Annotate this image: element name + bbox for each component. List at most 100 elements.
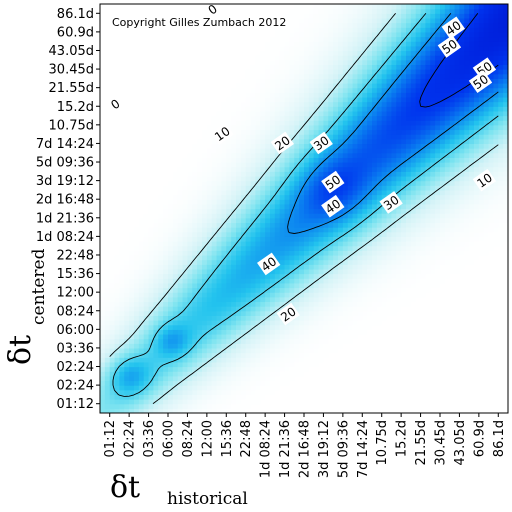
heatmap-cell — [274, 282, 281, 289]
heatmap-cell — [211, 50, 218, 56]
heatmap-cell — [279, 55, 286, 61]
heatmap-cell — [304, 175, 310, 182]
heatmap-cell — [129, 389, 135, 396]
heatmap-cell — [143, 357, 150, 363]
heatmap-cell — [221, 41, 227, 47]
heatmap-cell — [304, 203, 310, 210]
heatmap-cell — [211, 241, 218, 247]
heatmap-cell — [279, 217, 286, 224]
heatmap-cell — [216, 152, 223, 158]
heatmap-cell — [187, 254, 193, 261]
heatmap-cell — [236, 41, 242, 47]
heatmap-cell — [265, 45, 271, 52]
heatmap-cell — [240, 357, 247, 363]
heatmap-cell — [333, 264, 339, 270]
heatmap-cell — [168, 315, 174, 321]
heatmap-cell — [129, 171, 135, 177]
heatmap-cell — [187, 338, 193, 344]
heatmap-cell — [192, 227, 198, 233]
heatmap-cell — [274, 287, 281, 293]
heatmap-cell — [328, 194, 334, 200]
heatmap-cell — [294, 8, 300, 14]
heatmap-cell — [299, 185, 305, 191]
heatmap-cell — [226, 143, 232, 149]
heatmap-cell — [240, 310, 247, 316]
heatmap-cell — [134, 162, 140, 168]
heatmap-cell — [240, 292, 247, 298]
heatmap-cell — [347, 13, 354, 19]
heatmap-cell — [260, 394, 266, 400]
heatmap-cell — [109, 385, 116, 391]
heatmap-cell — [367, 333, 373, 340]
heatmap-cell — [270, 227, 276, 233]
heatmap-cell — [221, 222, 227, 228]
heatmap-cell — [134, 403, 140, 409]
heatmap-cell — [182, 301, 189, 307]
heatmap-cell — [104, 31, 111, 38]
heatmap-cell — [284, 347, 291, 354]
heatmap-cell — [323, 45, 329, 52]
heatmap-cell — [134, 31, 140, 38]
heatmap-cell — [168, 301, 174, 307]
heatmap-cell — [172, 408, 179, 413]
heatmap-cell — [279, 385, 286, 391]
heatmap-cell — [114, 301, 121, 307]
heatmap-cell — [270, 231, 276, 237]
heatmap-cell — [104, 236, 111, 242]
heatmap-cell — [338, 166, 344, 172]
heatmap-cell — [245, 236, 252, 242]
heatmap-cell — [279, 343, 286, 349]
heatmap-cell — [202, 199, 208, 205]
heatmap-cell — [153, 371, 159, 377]
heatmap-cell — [211, 171, 218, 177]
heatmap-cell — [362, 371, 368, 377]
heatmap-cell — [211, 83, 218, 89]
heatmap-cell — [158, 27, 164, 33]
heatmap-cell — [308, 389, 315, 396]
heatmap-cell — [226, 245, 232, 251]
heatmap-cell — [148, 287, 155, 293]
heatmap-cell — [163, 138, 169, 145]
heatmap-cell — [289, 87, 295, 93]
heatmap-cell — [206, 50, 213, 56]
heatmap-cell — [153, 385, 159, 391]
heatmap-cell — [270, 389, 276, 396]
heatmap-cell — [114, 236, 121, 242]
heatmap-cell — [172, 371, 179, 377]
heatmap-cell — [206, 110, 213, 117]
heatmap-cell — [216, 59, 223, 66]
heatmap-cell — [265, 134, 271, 140]
heatmap-cell — [367, 287, 373, 293]
heatmap-cell — [338, 324, 344, 330]
heatmap-cell — [216, 55, 223, 61]
heatmap-cell — [357, 324, 363, 330]
heatmap-cell — [342, 361, 349, 368]
heatmap-cell — [187, 110, 193, 117]
heatmap-cell — [357, 31, 363, 38]
heatmap-cell — [158, 134, 164, 140]
heatmap-cell — [357, 385, 363, 391]
heatmap-cell — [119, 292, 125, 298]
heatmap-cell — [143, 101, 150, 107]
heatmap-cell — [100, 87, 106, 93]
heatmap-cell — [177, 55, 184, 61]
heatmap-cell — [245, 282, 252, 289]
heatmap-cell — [279, 110, 286, 117]
heatmap-cell — [338, 8, 344, 14]
heatmap-cell — [231, 264, 237, 270]
heatmap-cell — [362, 180, 368, 186]
heatmap-cell — [260, 333, 266, 340]
heatmap-cell — [216, 268, 223, 275]
heatmap-cell — [284, 236, 291, 242]
heatmap-cell — [299, 120, 305, 126]
heatmap-cell — [304, 366, 310, 372]
heatmap-cell — [197, 4, 203, 10]
heatmap-cell — [279, 199, 286, 205]
heatmap-cell — [284, 213, 291, 219]
heatmap-cell — [202, 41, 208, 47]
heatmap-cell — [124, 199, 130, 205]
heatmap-cell — [279, 208, 286, 214]
heatmap-cell — [342, 343, 349, 349]
heatmap-cell — [352, 268, 359, 275]
heatmap-cell — [197, 357, 203, 363]
